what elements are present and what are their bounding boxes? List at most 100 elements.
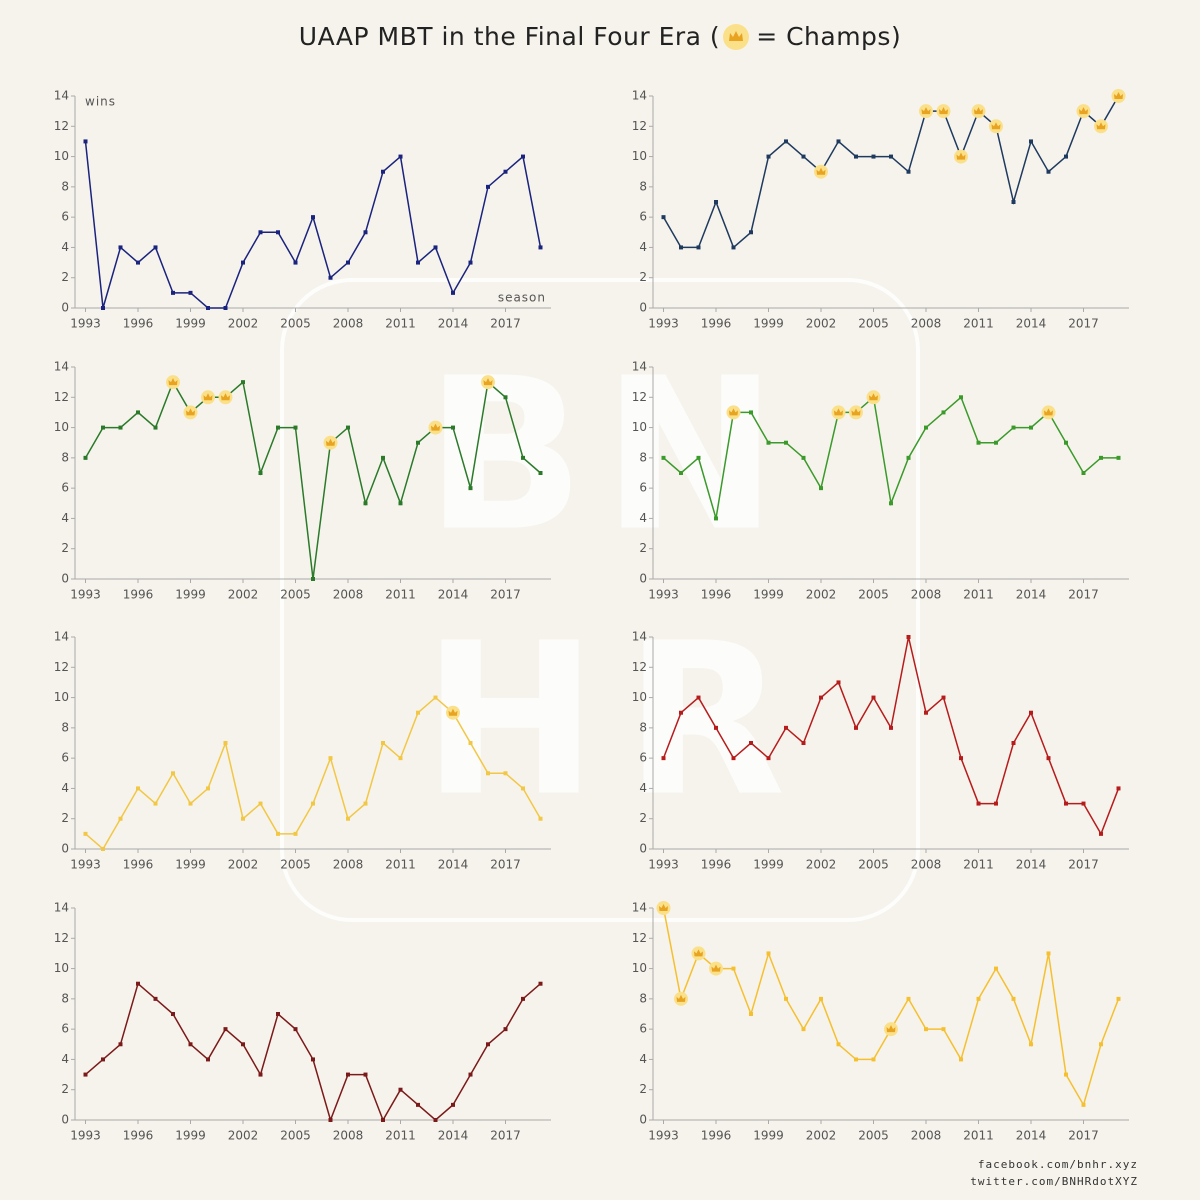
x-tick-label: 2008 <box>911 317 942 331</box>
series-line <box>662 907 1120 1107</box>
point <box>503 771 508 776</box>
point <box>1081 801 1086 806</box>
x-tick-label: 2017 <box>490 1129 521 1143</box>
point <box>731 966 736 971</box>
champion-marker <box>674 991 688 1006</box>
y-tick-label: 14 <box>54 89 69 103</box>
point <box>1029 710 1033 715</box>
point <box>906 996 911 1001</box>
y-tick-label: 10 <box>54 690 69 704</box>
crown-shape <box>729 408 738 416</box>
point <box>1029 425 1033 430</box>
point <box>241 260 245 265</box>
point <box>784 996 788 1001</box>
point <box>311 215 315 220</box>
x-tick-label: 2005 <box>858 588 889 602</box>
x-tick-label: 1999 <box>175 1129 206 1143</box>
x-tick-label: 2017 <box>1068 858 1099 872</box>
x-tick-label: 1996 <box>123 588 154 602</box>
x-tick-label: 1999 <box>175 588 206 602</box>
x-tick-label: 2017 <box>1068 588 1099 602</box>
champion-marker <box>884 1022 898 1037</box>
point <box>206 1057 210 1062</box>
y-tick-label: 14 <box>54 630 69 644</box>
point <box>1116 455 1121 460</box>
y-tick-label: 12 <box>632 119 647 133</box>
point <box>276 425 280 430</box>
champion-marker <box>166 375 180 390</box>
point <box>1046 169 1051 174</box>
champion-marker <box>814 164 828 179</box>
point <box>784 725 788 730</box>
title-text: UAAP MBT in the Final Four Era ( <box>298 22 721 51</box>
point <box>994 440 998 445</box>
point <box>801 741 806 745</box>
point <box>766 154 771 159</box>
x-tick-label: 2005 <box>280 317 311 331</box>
x-tick-label: 2011 <box>963 858 994 872</box>
champion-marker <box>954 149 968 164</box>
x-tick-label: 2017 <box>1068 1129 1099 1143</box>
champion-marker <box>936 104 951 119</box>
champion-marker <box>989 119 1003 134</box>
point <box>889 501 893 506</box>
y-tick-label: 0 <box>61 842 69 856</box>
point <box>994 966 998 971</box>
x-tick-label: 2008 <box>911 588 942 602</box>
point <box>836 680 841 685</box>
point <box>521 154 525 159</box>
point <box>1029 139 1033 144</box>
x-tick-label: 2017 <box>1068 317 1099 331</box>
point <box>118 245 123 250</box>
point <box>153 996 158 1001</box>
crown-shape <box>869 393 878 401</box>
point <box>714 516 718 521</box>
point <box>1046 756 1051 761</box>
point <box>1116 786 1121 791</box>
x-tick-label: 1996 <box>701 317 732 331</box>
x-tick-label: 2008 <box>333 858 364 872</box>
point <box>819 486 823 491</box>
point <box>171 290 175 295</box>
x-tick-label: 2011 <box>385 588 416 602</box>
point <box>1011 741 1016 745</box>
point <box>118 1042 123 1047</box>
crown-shape <box>448 708 458 716</box>
point <box>976 996 981 1001</box>
y-tick-label: 14 <box>632 901 647 915</box>
point <box>223 306 228 310</box>
x-tick-label: 1996 <box>123 858 154 872</box>
point <box>801 455 806 460</box>
point <box>416 1102 420 1107</box>
point <box>136 260 140 265</box>
point <box>468 486 473 491</box>
x-tick-label: 1993 <box>648 1129 679 1143</box>
y-tick-label: 12 <box>54 390 69 404</box>
point <box>906 455 911 460</box>
x-tick-label: 2002 <box>228 588 259 602</box>
y-tick-label: 10 <box>54 420 69 434</box>
y-tick-label: 4 <box>61 1052 69 1066</box>
y-tick-label: 12 <box>54 660 69 674</box>
x-tick-label: 2008 <box>333 1129 364 1143</box>
footer-text: twitter.com/BNHRdotXYZ <box>970 1175 1138 1188</box>
point <box>276 1012 280 1016</box>
x-tick-label: 2014 <box>438 1129 469 1143</box>
point <box>363 230 368 235</box>
point <box>258 801 263 806</box>
point <box>206 786 210 791</box>
y-axis-label: wins <box>85 95 116 109</box>
champion-marker <box>971 104 986 119</box>
y-tick-label: 10 <box>632 961 647 975</box>
footer-text: facebook.com/bnhr.xyz <box>978 1158 1138 1171</box>
point <box>1064 801 1068 806</box>
y-tick-label: 0 <box>639 842 647 856</box>
y-tick-label: 2 <box>61 1082 69 1096</box>
point <box>521 455 525 460</box>
point <box>1099 455 1103 460</box>
point <box>819 695 823 700</box>
point <box>171 771 175 776</box>
y-tick-label: 8 <box>61 450 69 464</box>
